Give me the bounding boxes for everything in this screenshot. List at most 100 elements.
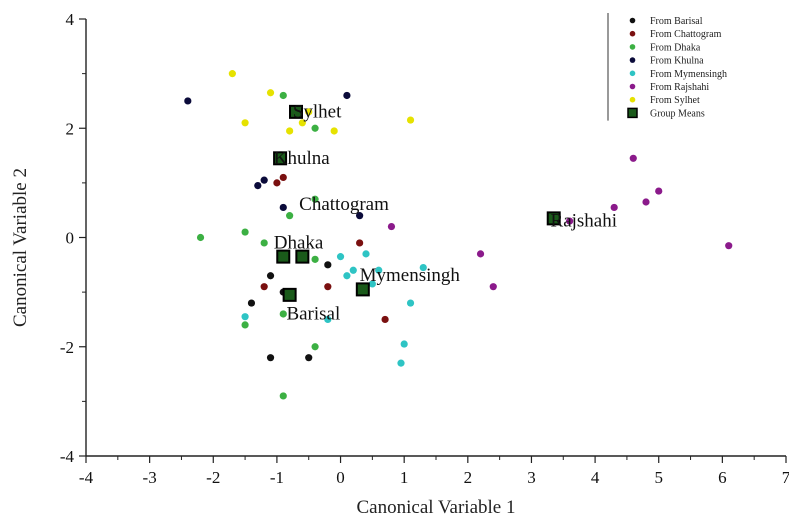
data-point — [279, 392, 287, 400]
data-point — [311, 195, 319, 203]
data-point — [241, 228, 249, 236]
data-point — [286, 212, 294, 220]
data-point — [260, 239, 268, 247]
data-point — [311, 255, 319, 263]
x-tick-label: -2 — [206, 468, 220, 487]
x-tick-label: -3 — [143, 468, 157, 487]
y-tick-label: 2 — [66, 119, 75, 138]
x-tick-label: -4 — [79, 468, 94, 487]
legend: From Barisal From Chattogram From Dhaka Fro… — [607, 13, 727, 121]
group-labels: Sylhet Khulna Chattogram Rajshahi Dhaka Mymen… — [274, 101, 617, 324]
group-label: Dhaka — [274, 232, 324, 253]
group-label: Khulna — [274, 148, 331, 169]
data-point — [184, 97, 192, 105]
data-point — [375, 266, 383, 274]
x-tick-label: 6 — [718, 468, 727, 487]
legend-label: From Mymensingh — [650, 69, 727, 80]
legend-label: From Khulna — [650, 56, 704, 67]
data-point — [343, 272, 351, 280]
x-tick-label: 3 — [527, 468, 536, 487]
data-point — [241, 313, 249, 321]
legend-label: From Rajshahi — [650, 82, 709, 93]
data-point — [279, 310, 287, 318]
group-mean-marker — [355, 282, 370, 297]
y-tick-label: 4 — [66, 10, 75, 29]
y-tick-label: 0 — [66, 229, 75, 248]
legend-label: From Chattogram — [650, 29, 722, 40]
data-point — [368, 280, 376, 288]
data-point — [305, 354, 313, 362]
data-point — [279, 173, 287, 182]
legend-marker — [629, 44, 636, 50]
x-tick-label: 4 — [591, 468, 600, 487]
x-tick-label: 5 — [654, 468, 663, 487]
group-mean-marker — [276, 249, 291, 264]
data-point — [298, 119, 306, 127]
data-point — [254, 182, 262, 190]
data-point — [400, 340, 408, 348]
data-point — [266, 354, 275, 362]
group-mean-marker — [295, 249, 310, 264]
data-point — [642, 198, 650, 206]
group-mean-marker — [273, 151, 288, 166]
legend-marker — [629, 17, 636, 24]
data-point — [419, 263, 427, 272]
y-tick-label: -2 — [60, 338, 74, 357]
data-point — [324, 283, 332, 291]
data-point — [349, 266, 357, 274]
legend-marker — [629, 57, 636, 63]
data-point — [273, 179, 281, 187]
data-point — [610, 203, 618, 212]
data-point — [260, 176, 268, 184]
group-label: Chattogram — [299, 194, 389, 215]
y-tick-label: -4 — [60, 447, 75, 466]
data-point — [356, 212, 364, 220]
legend-marker — [629, 30, 636, 37]
data-point — [279, 203, 287, 212]
legend-marker — [629, 96, 636, 103]
x-tick-label: 1 — [400, 468, 409, 487]
group-label: Rajshahi — [551, 211, 618, 232]
data-point — [266, 89, 275, 97]
data-point — [305, 108, 313, 116]
data-point — [311, 343, 319, 351]
data-point — [286, 127, 294, 135]
data-point — [476, 250, 485, 258]
data-point — [196, 233, 205, 242]
x-tick-label: -1 — [270, 468, 284, 487]
x-axis-label: Canonical Variable 1 — [357, 497, 516, 518]
data-point — [381, 315, 389, 324]
group-mean-marker — [289, 104, 303, 119]
group-label: Mymensingh — [360, 265, 461, 286]
data-point — [247, 299, 256, 307]
data-point — [356, 239, 364, 247]
data-point — [387, 222, 396, 231]
data-point — [324, 261, 332, 269]
group-label: Sylhet — [293, 101, 342, 122]
x-tick-label: 0 — [336, 468, 345, 487]
x-tick-label: 7 — [782, 468, 789, 487]
legend-label: From Dhaka — [650, 42, 701, 53]
data-point — [629, 154, 637, 162]
data-point — [279, 91, 287, 100]
y-axis-label: Canonical Variable 2 — [10, 168, 31, 327]
data-point — [324, 315, 332, 324]
data-point — [655, 187, 663, 195]
data-point — [228, 70, 236, 78]
legend-label: From Sylhet — [650, 95, 700, 106]
data-point — [397, 359, 405, 367]
legend-label: From Barisal — [650, 16, 703, 27]
data-point — [343, 91, 351, 100]
axes: -4 -3 -2 -1 0 1 2 3 4 5 6 7 4 2 0 -2 -4 — [60, 10, 789, 487]
data-point — [241, 119, 249, 127]
data-point — [311, 124, 319, 132]
data-point — [566, 217, 574, 225]
data-points — [184, 70, 733, 400]
data-point — [362, 250, 370, 258]
legend-marker — [627, 107, 638, 119]
data-point — [260, 283, 268, 291]
legend-marker — [629, 83, 636, 90]
data-point — [406, 299, 415, 307]
